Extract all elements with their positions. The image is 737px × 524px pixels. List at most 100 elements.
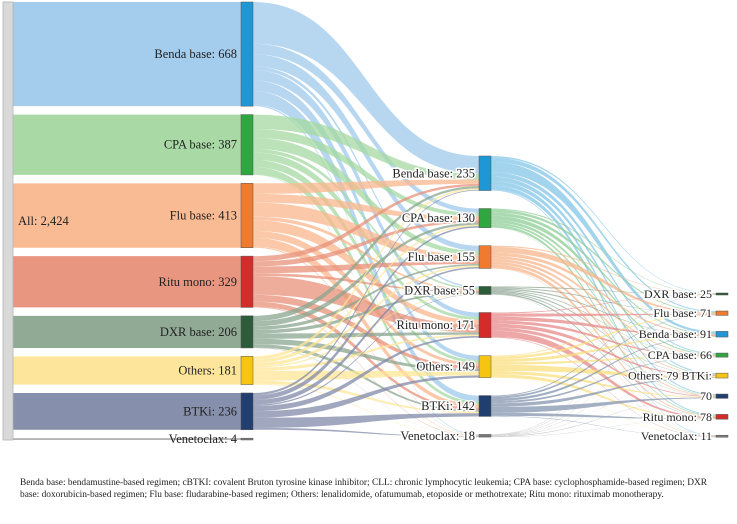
flow-s2-others-to-s3-cpa bbox=[491, 356, 716, 365]
node-s1-others bbox=[240, 356, 254, 385]
label-s3-dxr: DXR base: 25 bbox=[644, 287, 712, 301]
flow-s2-others-to-s3-dxr bbox=[491, 294, 716, 357]
flow-s1-btki-to-s2-benda bbox=[253, 189, 479, 396]
label-all: All: 2,424 bbox=[18, 214, 69, 228]
flow-s2-dxr-to-s3-flu bbox=[491, 287, 716, 314]
flow-s2-others-to-s3-benda bbox=[491, 336, 716, 363]
flow-s2-veneto-to-s3-flu bbox=[491, 315, 716, 436]
label-s3-flu: Flu base: 71 bbox=[653, 306, 712, 320]
node-s1-veneto bbox=[240, 437, 254, 441]
flow-s1-ritu-to-s2-dxr bbox=[253, 273, 479, 293]
flow-s2-btki-to-s3-others bbox=[491, 377, 716, 407]
flow-s1-cpa-to-s2-benda bbox=[253, 114, 479, 180]
flow-s1-others-to-s2-benda bbox=[253, 188, 479, 360]
label-s2-veneto: Venetoclax: 18 bbox=[400, 429, 475, 443]
node-s3-dxr bbox=[715, 292, 729, 296]
node-s2-cpa bbox=[478, 208, 492, 228]
flow-s2-ritu-to-s3-others bbox=[491, 323, 716, 377]
flow-s2-benda-to-s3-btki bbox=[491, 180, 716, 395]
flow-s1-btki-to-s2-flu bbox=[253, 266, 479, 405]
flow-s2-dxr-to-s3-cpa bbox=[491, 289, 716, 356]
flow-s2-flu-to-s3-flu bbox=[491, 246, 716, 314]
flow-s2-btki-to-s3-cpa bbox=[491, 356, 716, 404]
flow-s1-dxr-to-s2-benda bbox=[253, 186, 479, 322]
flow-s2-benda-to-s3-others bbox=[491, 176, 716, 375]
flow-s2-ritu-to-s3-btki bbox=[491, 327, 716, 397]
flow-s1-btki-to-s2-others bbox=[253, 375, 479, 418]
label-s2-others: Others: 149 bbox=[416, 360, 475, 374]
flow-s2-benda-to-s3-cpa bbox=[491, 172, 716, 354]
flow-s2-btki-to-s3-flu bbox=[491, 315, 716, 399]
flow-s1-flu-to-s2-flu bbox=[253, 202, 479, 262]
flow-s2-flu-to-s3-cpa bbox=[491, 255, 716, 356]
flows-stage2-to-stage3 bbox=[491, 156, 716, 438]
root-flow-s1-others bbox=[13, 356, 241, 385]
node-s1-btki bbox=[240, 392, 254, 431]
flow-s2-dxr-to-s3-ritu bbox=[491, 292, 716, 417]
flow-s1-ritu-to-s2-others bbox=[253, 294, 479, 369]
flow-s1-btki-to-s2-dxr bbox=[253, 294, 479, 407]
node-s1-dxr bbox=[240, 315, 254, 349]
flow-s2-others-to-s3-veneto bbox=[491, 377, 716, 438]
flow-s2-cpa-to-s3-others bbox=[491, 219, 716, 375]
node-s1-flu bbox=[240, 183, 254, 248]
flow-s1-ritu-to-s2-ritu bbox=[253, 275, 479, 333]
flow-s2-flu-to-s3-benda bbox=[491, 252, 716, 336]
flow-s2-cpa-to-s3-dxr bbox=[491, 208, 716, 294]
flow-s1-cpa-to-s2-btki bbox=[253, 166, 479, 405]
flow-s2-veneto-to-s3-cpa bbox=[491, 357, 716, 436]
node-s2-veneto bbox=[478, 434, 492, 438]
flow-s2-btki-to-s3-dxr bbox=[491, 294, 716, 397]
flow-s2-flu-to-s3-veneto bbox=[491, 267, 716, 437]
label-s1-cpa: CPA base: 387 bbox=[164, 138, 237, 152]
flow-s1-others-to-s2-veneto bbox=[253, 383, 479, 437]
flow-s2-dxr-to-s3-others bbox=[491, 290, 716, 376]
label-s3-benda: Benda base: 91 bbox=[639, 327, 712, 341]
flow-s2-benda-to-s3-flu bbox=[491, 157, 716, 312]
flow-s2-ritu-to-s3-ritu bbox=[491, 330, 716, 419]
label-s3-veneto: Venetoclax: 11 bbox=[641, 429, 712, 443]
flow-s1-cpa-to-s2-flu bbox=[253, 138, 479, 256]
flow-s1-benda-to-s2-ritu bbox=[253, 69, 479, 317]
flow-s1-benda-to-s2-veneto bbox=[253, 104, 479, 436]
flow-s2-veneto-to-s3-benda bbox=[491, 336, 716, 436]
label-s3-btki: 70 bbox=[700, 389, 712, 403]
node-s2-btki bbox=[478, 395, 492, 417]
root-flow-s1-cpa bbox=[13, 114, 241, 175]
flow-s1-others-to-s2-ritu bbox=[253, 334, 479, 371]
flow-s2-others-to-s3-others bbox=[491, 364, 716, 378]
flow-s2-others-to-s3-btki bbox=[491, 370, 716, 398]
flow-s1-benda-to-s2-cpa bbox=[253, 43, 479, 213]
flow-s2-veneto-to-s3-btki bbox=[491, 398, 716, 437]
flow-s2-cpa-to-s3-benda bbox=[491, 212, 716, 335]
flow-s2-btki-to-s3-benda bbox=[491, 336, 716, 402]
flow-s2-benda-to-s3-benda bbox=[491, 161, 716, 334]
flow-s2-flu-to-s3-dxr bbox=[491, 245, 716, 295]
flow-s2-veneto-to-s3-dxr bbox=[491, 294, 716, 435]
flow-s1-flu-to-s2-veneto bbox=[253, 246, 479, 436]
flow-s2-others-to-s3-flu bbox=[491, 314, 716, 360]
label-s2-cpa: CPA base: 130 bbox=[402, 211, 475, 225]
flow-s2-veneto-to-s3-others bbox=[491, 377, 716, 437]
node-s2-dxr bbox=[478, 286, 492, 295]
flow-s1-benda-to-s2-btki bbox=[253, 90, 479, 402]
node-s2-others bbox=[478, 355, 492, 378]
label-s2-dxr: DXR base: 55 bbox=[404, 283, 475, 297]
node-s2-benda bbox=[478, 155, 492, 191]
flow-s1-ritu-to-s2-benda bbox=[253, 183, 479, 262]
node-s3-cpa bbox=[715, 352, 729, 358]
root-flow-s1-ritu bbox=[13, 256, 241, 308]
flow-s2-cpa-to-s3-btki bbox=[491, 222, 716, 396]
flow-s1-btki-to-s2-ritu bbox=[253, 336, 479, 412]
flow-s2-veneto-to-s3-ritu bbox=[491, 419, 716, 438]
flow-s2-cpa-to-s3-cpa bbox=[491, 215, 716, 355]
flow-s2-cpa-to-s3-ritu bbox=[491, 224, 716, 416]
node-s3-btki bbox=[715, 393, 729, 399]
flow-s1-dxr-to-s2-veneto bbox=[253, 347, 479, 437]
flow-s1-btki-to-s2-veneto bbox=[253, 427, 479, 438]
flow-s1-dxr-to-s2-flu bbox=[253, 264, 479, 330]
label-s1-veneto: Venetoclax: 4 bbox=[169, 432, 238, 446]
flow-s1-others-to-s2-dxr bbox=[253, 293, 479, 368]
sankey-diagram: All: 2,424 Benda base: 668 CPA base: 387 Fl… bbox=[2, 1, 729, 446]
flow-s2-benda-to-s3-dxr bbox=[491, 156, 716, 294]
